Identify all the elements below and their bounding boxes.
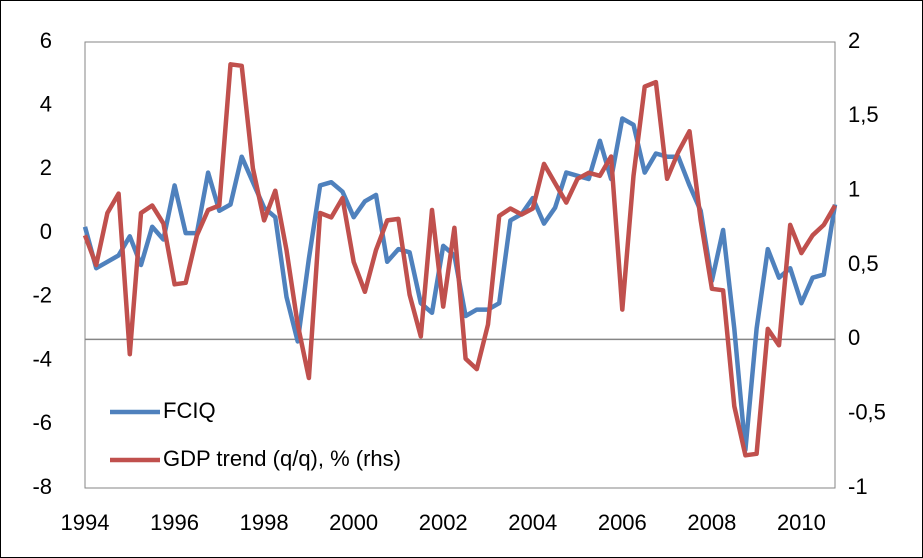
y2-tick-label: 0	[848, 325, 860, 350]
y-tick-label: 2	[40, 155, 52, 180]
x-tick-label: 2010	[777, 510, 826, 535]
y2-tick-label: -1	[848, 474, 868, 499]
y2-tick-label: 0,5	[848, 251, 879, 276]
x-tick-label: 2008	[687, 510, 736, 535]
series-line	[82, 62, 837, 458]
x-tick-label: 2002	[419, 510, 468, 535]
x-tick-label: 1996	[150, 510, 199, 535]
legend-label: FCIQ	[163, 398, 216, 423]
x-tick-label: 1994	[61, 510, 110, 535]
x-tick-label: 1998	[240, 510, 289, 535]
x-tick-label: 2004	[508, 510, 557, 535]
y-tick-label: -4	[32, 346, 52, 371]
x-tick-label: 2006	[598, 510, 647, 535]
y2-tick-label: 1,5	[848, 102, 879, 127]
y-tick-label: -2	[32, 283, 52, 308]
y-tick-label: 4	[40, 92, 52, 117]
x-tick-label: 2000	[329, 510, 378, 535]
plot-area	[84, 41, 836, 489]
y2-tick-label: 2	[848, 28, 860, 53]
legend-label: GDP trend (q/q), % (rhs)	[163, 446, 401, 471]
y-tick-label: 0	[40, 219, 52, 244]
y2-tick-label: -0,5	[848, 399, 886, 424]
y-tick-label: 6	[40, 28, 52, 53]
y2-tick-label: 1	[848, 176, 860, 201]
y-tick-label: -8	[32, 474, 52, 499]
y-tick-label: -6	[32, 410, 52, 435]
